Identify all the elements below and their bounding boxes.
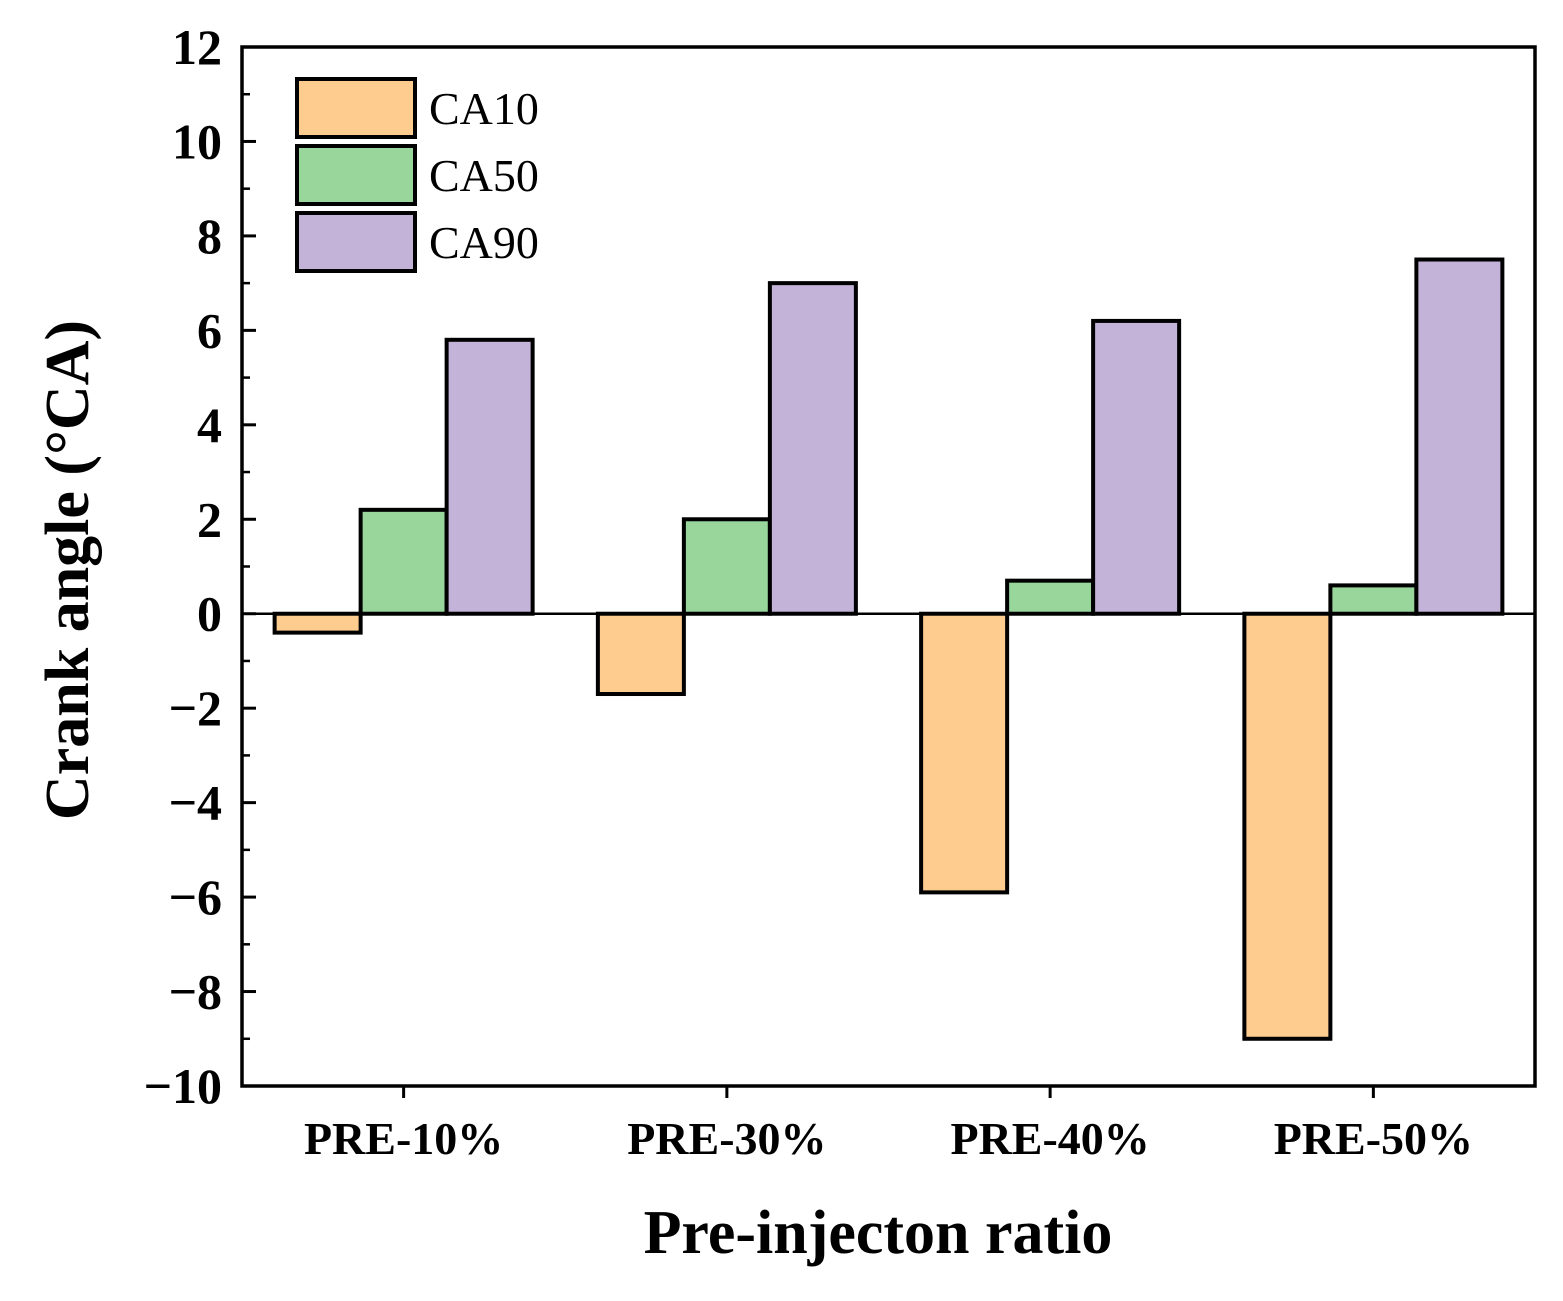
bar-ca50-pre-40pct bbox=[1005, 578, 1096, 616]
bar-ca90-pre-30pct bbox=[767, 281, 858, 616]
bar-ca90-pre-50pct bbox=[1414, 257, 1505, 616]
legend-label-ca50: CA50 bbox=[429, 150, 539, 201]
x-axis-title: Pre-injecton ratio bbox=[644, 1199, 1113, 1267]
y-tick-label: −8 bbox=[169, 964, 223, 1020]
x-tick-label: PRE-50% bbox=[1274, 1113, 1473, 1164]
y-tick-label: 0 bbox=[197, 586, 222, 642]
bar-ca90-pre-40pct bbox=[1091, 318, 1182, 616]
x-tick-label: PRE-30% bbox=[627, 1113, 826, 1164]
y-tick-label: 8 bbox=[197, 208, 222, 264]
bar-ca50-pre-30pct bbox=[681, 517, 772, 616]
legend-swatch-ca10 bbox=[295, 77, 417, 139]
axes-layer: −10 −8 −6 −4 −2 0 2 4 6 8 10 12 PRE-10% PRE-30% PRE-40… bbox=[144, 19, 1537, 1164]
y-tick-label: 2 bbox=[197, 491, 222, 547]
y-tick-label: −2 bbox=[169, 680, 223, 736]
bar-ca10-pre-10pct bbox=[272, 611, 363, 635]
y-tick-label: −4 bbox=[169, 775, 223, 831]
y-tick-label: 12 bbox=[172, 19, 222, 75]
y-tick-label: −10 bbox=[144, 1058, 223, 1114]
bar-ca50-pre-10pct bbox=[358, 507, 449, 616]
bar-ca10-pre-40pct bbox=[919, 611, 1010, 895]
y-axis-title: Crank angle (°CA) bbox=[34, 320, 102, 820]
y-tick-label: 10 bbox=[172, 113, 222, 169]
x-tick-label: PRE-40% bbox=[950, 1113, 1149, 1164]
chart-legend: CA10 CA50 CA90 bbox=[295, 77, 539, 273]
bar-ca10-pre-50pct bbox=[1242, 611, 1333, 1041]
legend-swatch-ca50 bbox=[295, 144, 417, 206]
x-tick-label: PRE-10% bbox=[304, 1113, 503, 1164]
legend-swatch-ca90 bbox=[295, 211, 417, 273]
y-tick-label: −6 bbox=[169, 869, 223, 925]
y-tick-label: 6 bbox=[197, 302, 222, 358]
bar-ca10-pre-30pct bbox=[595, 611, 686, 697]
legend-label-ca10: CA10 bbox=[429, 83, 539, 134]
y-tick-label: 4 bbox=[197, 397, 222, 453]
legend-label-ca90: CA90 bbox=[429, 217, 539, 268]
bar-ca50-pre-50pct bbox=[1328, 583, 1419, 616]
bars-layer bbox=[272, 257, 1505, 1041]
bar-ca90-pre-10pct bbox=[444, 337, 535, 616]
